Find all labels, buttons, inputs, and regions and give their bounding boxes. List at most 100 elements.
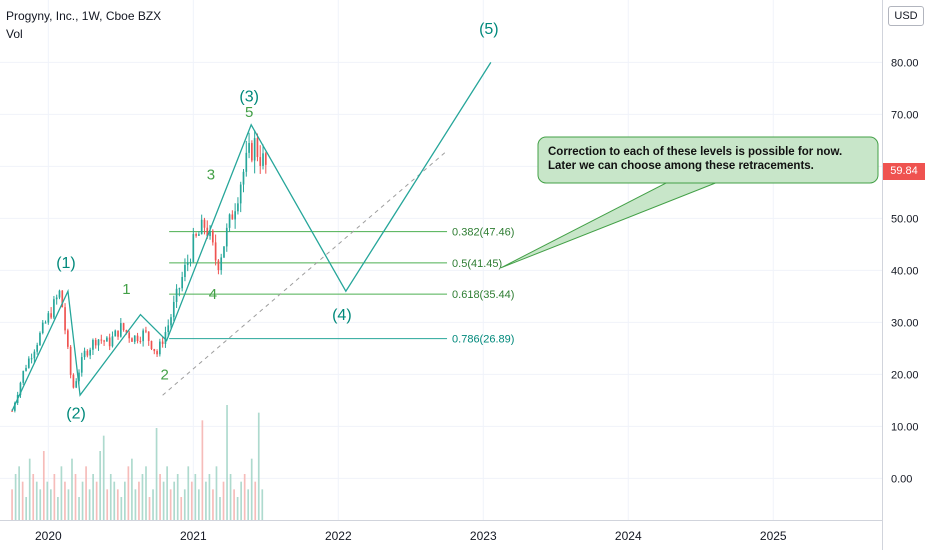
candle-body	[195, 234, 197, 236]
candle-body	[203, 219, 206, 228]
candle-body	[150, 340, 153, 350]
candle-body	[19, 382, 22, 395]
volume-bar	[21, 481, 24, 520]
candle-body	[11, 410, 13, 412]
volume-bar	[32, 474, 35, 520]
candle-body	[251, 143, 253, 161]
candle-body	[234, 211, 236, 220]
volume-bar	[194, 474, 197, 520]
candle-body	[211, 230, 214, 243]
volume-bar	[42, 451, 45, 520]
candle-body	[55, 297, 58, 300]
volume-bar	[198, 489, 200, 520]
x-tick-label: 2025	[760, 529, 787, 543]
candle-body	[58, 290, 61, 298]
candle-body	[175, 288, 178, 302]
candle-body	[128, 332, 131, 339]
wave-label: 2	[160, 367, 168, 384]
candle-body	[220, 257, 223, 271]
candle-body	[50, 313, 52, 318]
volume-indicator-label[interactable]: Vol	[6, 27, 23, 41]
wave-label: 1	[122, 281, 130, 298]
x-tick-label: 2023	[470, 529, 497, 543]
candle-body	[80, 357, 83, 373]
y-tick-label: 70.00	[891, 109, 919, 121]
volume-bar	[166, 466, 168, 520]
volume-bar	[145, 466, 147, 520]
volume-bar	[233, 489, 235, 520]
candle-body	[198, 234, 200, 236]
candle-body	[231, 214, 234, 220]
volume-bar	[190, 481, 193, 520]
volume-bar	[243, 474, 246, 520]
volume-bar	[14, 474, 17, 520]
volume-bar	[124, 481, 126, 520]
volume-bar	[71, 458, 73, 520]
volume-bar	[25, 497, 28, 520]
candle-body	[44, 322, 47, 324]
volume-bar	[138, 481, 140, 520]
volume-bar	[46, 481, 49, 520]
dashed-trend-line	[162, 150, 448, 396]
y-tick-label: 40.00	[891, 265, 919, 277]
wave-path	[11, 62, 492, 412]
candle-body	[117, 330, 119, 337]
volume-bar	[81, 481, 84, 520]
candle-body	[114, 330, 117, 337]
candle-body	[228, 214, 231, 228]
candle-body	[223, 246, 225, 258]
annotation-callout: Correction to each of these levels is po…	[500, 136, 879, 269]
wave-labels: (1) (2) 1 2 3 (3)5 4 (4) (5)	[56, 21, 498, 423]
candle-body	[172, 301, 175, 318]
candle-body	[170, 317, 172, 326]
volume-bar	[236, 497, 239, 520]
volume-bar	[39, 489, 42, 520]
wave-label: (3)	[239, 88, 259, 105]
candle-body	[92, 339, 94, 350]
wave-label: 4	[209, 286, 217, 303]
volume-bar	[134, 489, 137, 520]
candle-body	[97, 339, 100, 346]
candle-body	[94, 339, 97, 346]
candle-body	[184, 264, 186, 278]
symbol-title[interactable]: Progyny, Inc., 1W, Cboe BZX	[6, 9, 162, 23]
volume-bar	[261, 489, 264, 520]
fib-level-label: 0.382(47.46)	[452, 227, 514, 239]
candle-body	[36, 345, 39, 352]
volume-bar	[35, 481, 38, 520]
currency-button[interactable]: USD	[888, 6, 924, 26]
candle-body	[248, 143, 250, 153]
volume-bar	[201, 420, 204, 520]
volume-bar	[18, 466, 20, 520]
trend-line	[162, 150, 448, 396]
wave-label: (1)	[56, 255, 76, 272]
candle-body	[78, 372, 80, 382]
volume-bar	[127, 466, 130, 520]
candle-body	[164, 332, 167, 344]
wave-label: 3	[207, 166, 215, 183]
candle-body	[259, 157, 262, 166]
candle-body	[64, 307, 66, 331]
volume-bar	[116, 489, 119, 520]
candle-body	[83, 350, 86, 358]
volume-bar	[88, 489, 91, 520]
volume-bar	[131, 458, 133, 520]
volume-bar	[141, 474, 144, 520]
candle-body	[122, 323, 125, 331]
candle-body	[131, 338, 133, 342]
fib-level-label: 0.5(41.45)	[452, 258, 502, 270]
volume-bar	[120, 497, 123, 520]
candle-body	[192, 234, 195, 262]
candle-body	[239, 184, 242, 204]
candle-body	[22, 370, 25, 383]
fib-retracement: 0.382(47.46) 0.5(41.45) 0.618(35.44) 0.786(…	[169, 227, 514, 346]
candle-body	[27, 358, 30, 368]
volume-bar	[102, 435, 105, 520]
candle-body	[147, 331, 150, 341]
volume-bar	[106, 489, 109, 520]
wave-label: 5	[245, 104, 253, 121]
candle-body	[167, 325, 170, 333]
volume-bar	[176, 474, 179, 520]
candle-body	[72, 374, 75, 388]
